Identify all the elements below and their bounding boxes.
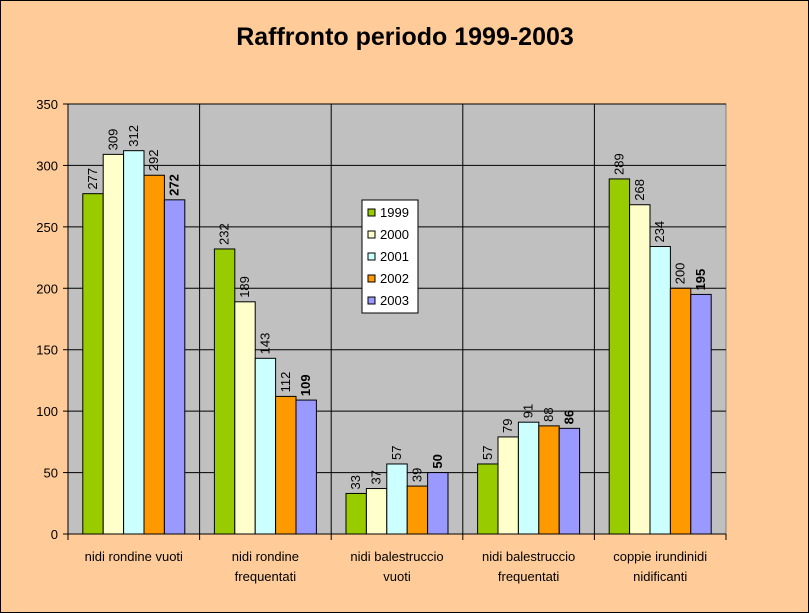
bar [163,199,186,535]
data-label: 39 [409,468,424,482]
y-tick-label: 150 [36,343,58,358]
data-label: 109 [298,374,313,396]
data-label: 57 [389,446,404,460]
category-label: nidificanti [633,569,687,584]
bar [517,421,540,535]
y-tick-label: 100 [36,404,58,419]
data-label: 309 [105,129,120,151]
data-label: 33 [348,475,363,489]
bar [234,301,256,535]
data-label: 79 [500,418,515,432]
data-label: 195 [693,269,708,291]
bar [82,193,104,535]
data-label: 292 [146,150,161,172]
category-label: nidi balestruccio [482,549,575,564]
data-label: 86 [561,410,576,424]
bar [406,485,429,535]
data-label: 289 [611,153,626,175]
legend-swatch [367,252,376,261]
bar [345,492,367,535]
bar [649,246,671,535]
y-tick-label: 350 [36,97,58,112]
y-tick-label: 200 [36,281,58,296]
legend-swatch [367,230,376,239]
y-tick-label: 250 [36,220,58,235]
y-tick-label: 300 [36,158,58,173]
legend-label: 2000 [380,227,409,242]
category-label: nidi rondine [232,549,299,564]
bar [365,488,388,535]
category-label: frequentati [235,569,297,584]
legend-label: 2003 [380,293,409,308]
y-tick-label: 0 [51,527,58,542]
legend-swatch [367,274,376,283]
bar [213,248,236,535]
data-label: 272 [167,174,182,196]
bar [427,472,449,535]
data-label: 234 [652,221,667,243]
chart-title: Raffronto periodo 1999-2003 [236,23,574,51]
bar [477,463,499,535]
data-label: 277 [85,168,100,190]
bar [123,150,145,535]
data-label: 189 [237,276,252,298]
category-label: nidi rondine vuoti [85,549,183,564]
bar [608,178,631,535]
bar [629,204,651,535]
legend-label: 2001 [380,249,409,264]
category-label: nidi balestruccio [350,549,443,564]
bar [143,174,165,535]
bar [538,425,560,535]
bar [295,399,317,535]
data-label: 88 [541,407,556,421]
data-label: 232 [217,223,232,245]
data-label: 50 [430,454,445,468]
bar [497,436,519,535]
category-label: frequentati [498,569,560,584]
data-label: 91 [521,404,536,418]
legend-label: 1999 [380,205,409,220]
bar [690,293,712,535]
bar [275,395,297,535]
data-label: 200 [673,263,688,285]
bar [254,357,277,535]
category-label: vuoti [383,569,411,584]
data-label: 37 [369,470,384,484]
bar [558,427,581,535]
legend-swatch [367,296,376,305]
data-label: 57 [480,446,495,460]
data-label: 143 [257,333,272,355]
legend-swatch [367,208,376,217]
bar [669,287,692,535]
data-label: 268 [632,179,647,201]
y-tick-label: 50 [44,466,58,481]
data-label: 312 [126,125,141,147]
bar [102,153,125,535]
legend-label: 2002 [380,271,409,286]
data-label: 112 [278,372,293,393]
bar [386,463,408,535]
category-label: coppie irundinidi [613,549,707,564]
